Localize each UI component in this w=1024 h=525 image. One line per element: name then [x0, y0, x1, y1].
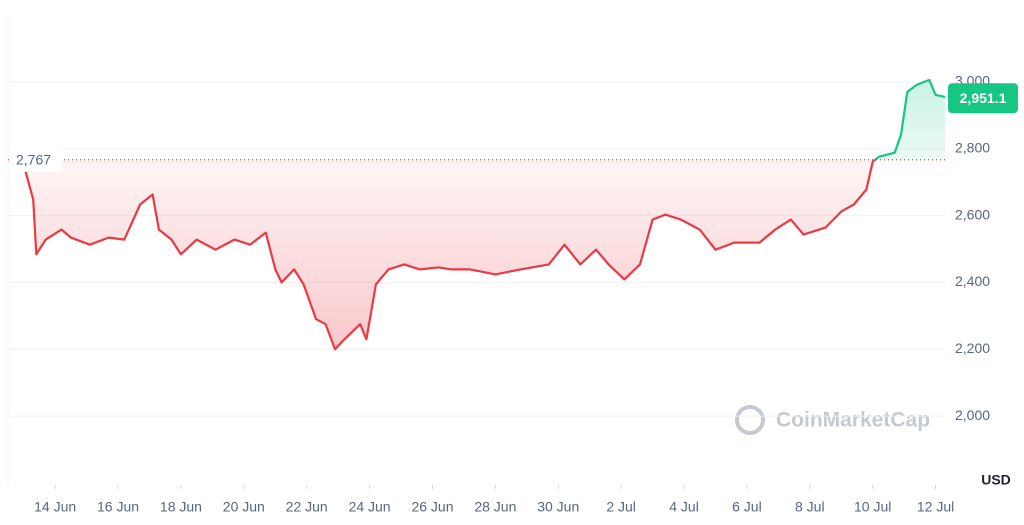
x-tick-label: 26 Jun	[411, 499, 453, 515]
current-price-label: 2,951.1	[960, 90, 1007, 106]
x-tick-label: 2 Jul	[606, 499, 636, 515]
price-line	[10, 78, 946, 351]
x-tick-label: 24 Jun	[349, 499, 391, 515]
currency-label: USD	[981, 472, 1011, 488]
x-tick-label: 12 Jul	[917, 499, 954, 515]
x-tick-label: 28 Jun	[474, 499, 516, 515]
area	[11, 79, 946, 350]
x-tick-label: 30 Jun	[537, 499, 579, 515]
y-tick-label: 2,200	[955, 340, 990, 356]
x-tick-label: 4 Jul	[669, 499, 699, 515]
watermark: CoinMarketCap	[735, 405, 930, 435]
x-tick-label: 16 Jun	[97, 499, 139, 515]
x-tick-label: 14 Jun	[34, 499, 76, 515]
current-price-box	[948, 83, 1018, 114]
x-tick-label: 8 Jul	[795, 499, 825, 515]
reference-label: 2,767	[16, 151, 51, 167]
x-tick-label: 22 Jun	[286, 499, 328, 515]
y-tick-label: 2,600	[955, 206, 990, 222]
watermark-text: CoinMarketCap	[776, 409, 930, 432]
x-tick-label: 18 Jun	[160, 499, 202, 515]
reference-label-box	[10, 147, 62, 172]
y-tick-label: 2,800	[955, 139, 990, 155]
y-tick-label: 2,000	[955, 407, 990, 423]
watermark-logo	[735, 405, 765, 435]
x-tick-label: 10 Jul	[854, 499, 891, 515]
y-tick-label: 2,400	[955, 273, 990, 289]
x-tick-label: 6 Jul	[732, 499, 762, 515]
x-tick-label: 20 Jun	[223, 499, 265, 515]
